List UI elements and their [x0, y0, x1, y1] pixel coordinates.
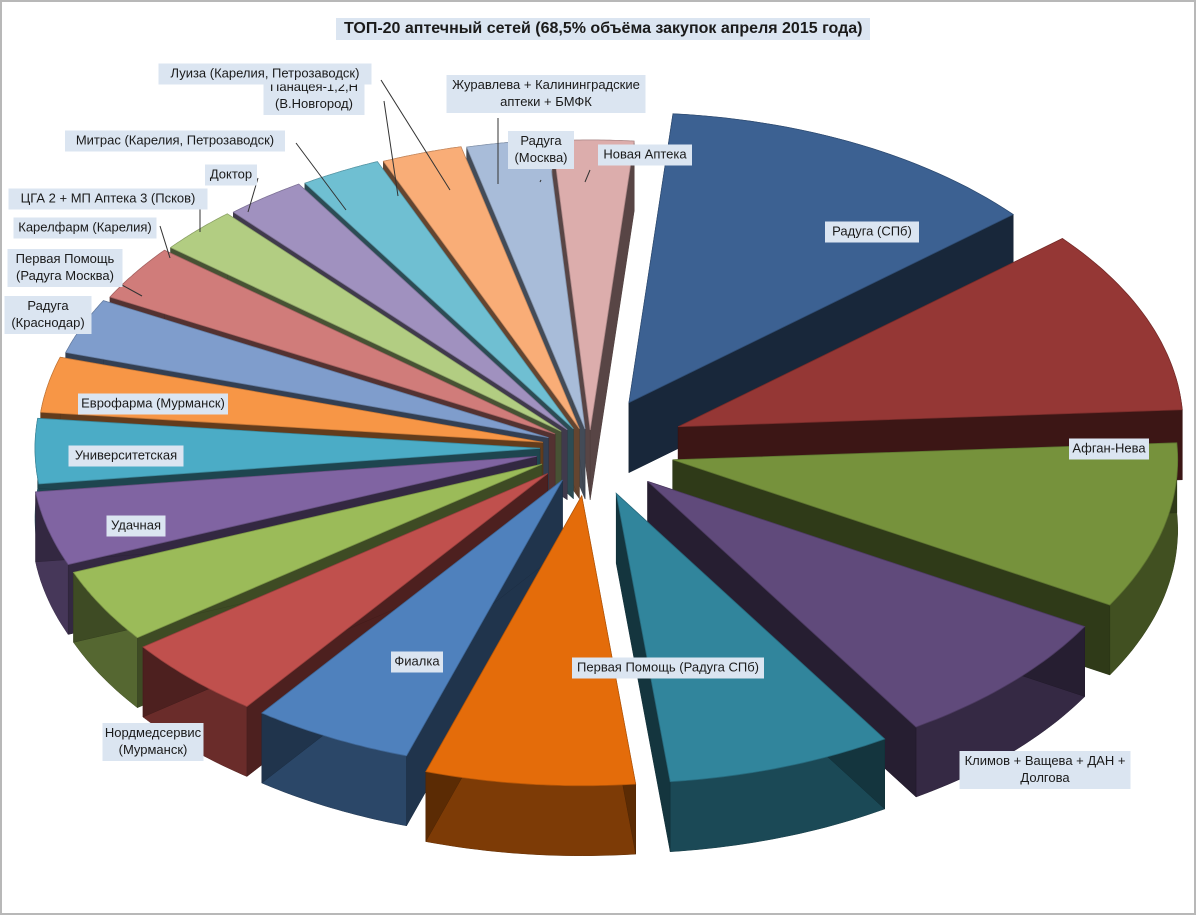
data-label-text: Университетская	[75, 448, 177, 463]
data-label-box	[78, 393, 228, 415]
pie-slice-14	[109, 249, 556, 435]
data-label-9: Еврофарма (Мурманск)	[78, 393, 228, 415]
pie-slice-12	[40, 356, 544, 443]
data-label-box	[106, 515, 166, 537]
data-label-box	[7, 249, 123, 287]
data-label-6: Нордмедсервис (Мурманск)	[102, 723, 204, 761]
data-label-11: Первая Помощь (Радуга Москва)	[7, 249, 123, 287]
data-label-7: Удачная	[106, 515, 166, 537]
data-label-text: Афган-Нева	[1072, 441, 1146, 456]
pie-slice-9	[72, 463, 543, 639]
data-label-text: Фиалка	[394, 654, 440, 669]
data-label-text: Журавлева + Калининградские аптеки + БМФК	[452, 77, 640, 109]
data-label-box	[158, 63, 372, 85]
data-label-box	[446, 75, 646, 113]
data-label-box	[598, 144, 692, 166]
leader-line-20	[584, 169, 591, 183]
data-label-text: Первая Помощь (Радуга СПб)	[577, 660, 759, 675]
data-label-box	[572, 657, 764, 679]
pie-slice-11	[34, 417, 541, 485]
data-label-box	[959, 751, 1131, 789]
pie-slice-2	[677, 238, 1183, 428]
pie-slice-17	[304, 161, 574, 430]
data-label-10: Радуга (Краснодар)	[4, 296, 92, 334]
pie-slice-5	[615, 492, 886, 783]
data-label-box	[825, 221, 919, 243]
data-label-3: Климов + Ващева + ДАН + Долгова	[959, 751, 1131, 789]
data-label-13: ЦГА 2 + МП Аптека 3 (Псков)	[8, 188, 208, 210]
pie-slice-10	[35, 455, 537, 565]
data-label-box	[8, 188, 208, 210]
data-label-19: Радуга (Москва)	[508, 131, 574, 169]
data-label-2: Афган-Нева	[1069, 438, 1149, 460]
data-label-box	[102, 723, 204, 761]
data-label-text: Нордмедсервис (Мурманск)	[105, 725, 202, 757]
data-label-text: Карелфарм (Карелия)	[18, 220, 152, 235]
data-label-text: Митрас (Карелия, Петрозаводск)	[76, 133, 274, 148]
data-label-box	[508, 131, 574, 169]
data-label-5: Фиалка	[391, 651, 443, 673]
data-label-text: Климов + Ващева + ДАН + Долгова	[965, 753, 1126, 785]
data-label-15: Митрас (Карелия, Петрозаводск)	[65, 130, 285, 152]
data-label-text: Удачная	[111, 518, 161, 533]
data-label-box	[4, 296, 92, 334]
pie-slice-15	[169, 213, 562, 432]
data-label-box	[205, 164, 257, 186]
data-label-text: Доктор	[210, 167, 252, 182]
pie-slice-8	[142, 473, 548, 707]
data-label-text: Радуга (СПб)	[832, 224, 912, 239]
leader-line-15	[295, 142, 347, 211]
data-label-text: Первая Помощь (Радуга Москва)	[16, 251, 115, 283]
data-label-20: Новая Аптека	[598, 144, 692, 166]
pie-slice-6	[425, 494, 637, 787]
data-label-12: Карелфарм (Карелия)	[13, 217, 157, 239]
data-label-box	[13, 217, 157, 239]
pie-slice-18	[382, 146, 580, 429]
data-label-box	[65, 130, 285, 152]
pie-slice-7	[261, 479, 563, 757]
data-label-text: Радуга (Краснодар)	[11, 298, 84, 330]
data-label-18: Журавлева + Калининградские аптеки + БМФК	[446, 75, 646, 113]
leader-line-12	[159, 225, 171, 259]
leader-line-19	[539, 179, 542, 183]
data-label-1: Радуга (СПб)	[825, 221, 919, 243]
data-label-box	[391, 651, 443, 673]
leader-line-17	[380, 79, 451, 191]
data-label-box	[68, 445, 184, 467]
pie-slice-16	[232, 183, 568, 431]
data-label-text: Радуга (Москва)	[514, 133, 567, 165]
data-label-14: Доктор	[205, 164, 257, 186]
data-label-box	[1069, 438, 1149, 460]
data-label-text: Луиза (Карелия, Петрозаводск)	[171, 66, 360, 81]
pie-slice-4	[647, 480, 1086, 728]
pie-slice-1	[628, 113, 1015, 404]
data-label-4: Первая Помощь (Радуга СПб)	[572, 657, 764, 679]
leader-line-16	[383, 100, 399, 197]
data-label-text: ЦГА 2 + МП Аптека 3 (Псков)	[21, 191, 196, 206]
data-label-8: Университетская	[68, 445, 184, 467]
leader-line-11	[121, 284, 143, 297]
data-label-text: Новая Аптека	[603, 147, 687, 162]
pie-slice-3	[672, 442, 1179, 606]
data-label-17: Луиза (Карелия, Петрозаводск)	[158, 63, 372, 85]
chart-title: ТОП-20 аптечный сетей (68,5% объёма заку…	[336, 18, 871, 40]
data-label-text: Еврофарма (Мурманск)	[81, 396, 225, 411]
